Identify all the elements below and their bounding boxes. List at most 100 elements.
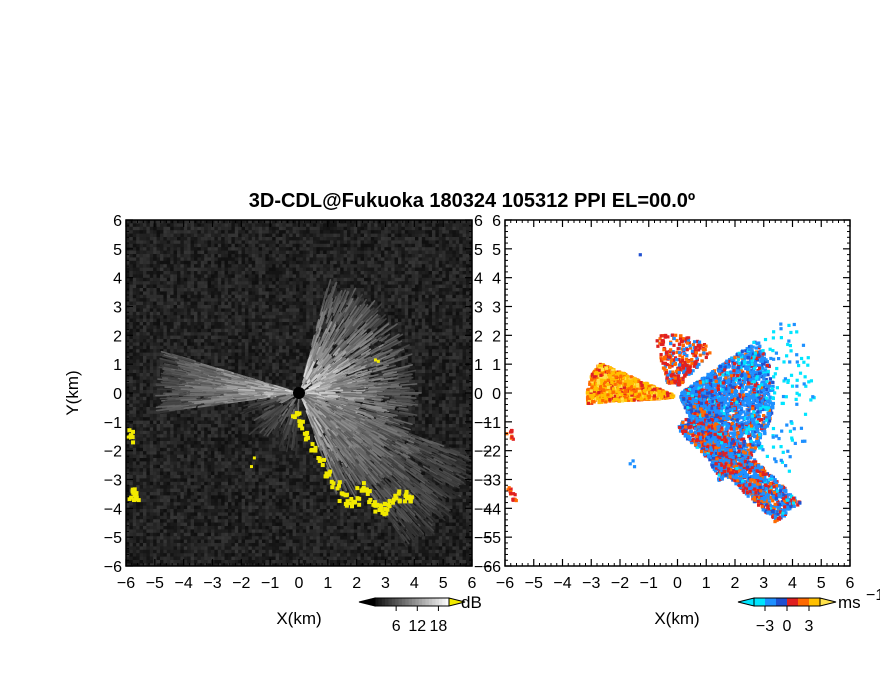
noise-pixel xyxy=(241,223,246,227)
noise-pixel xyxy=(374,243,378,248)
noise-pixel xyxy=(214,288,218,292)
noise-pixel xyxy=(387,281,392,285)
noise-pixel xyxy=(136,247,140,251)
noise-pixel xyxy=(214,291,218,295)
noise-pixel xyxy=(462,356,467,360)
noise-pixel xyxy=(132,322,137,326)
noise-pixel xyxy=(398,298,402,302)
noise-pixel xyxy=(149,223,154,227)
noise-pixel xyxy=(279,250,283,255)
noise-pixel xyxy=(132,352,137,357)
noise-pixel xyxy=(177,267,181,272)
noise-pixel xyxy=(296,373,300,377)
noise-pixel xyxy=(228,352,232,357)
noise-pixel xyxy=(313,237,317,241)
noise-pixel xyxy=(435,311,439,316)
noise-pixel xyxy=(268,376,273,380)
noise-pixel xyxy=(432,325,436,329)
noise-pixel xyxy=(391,260,395,265)
noise-pixel xyxy=(292,230,297,234)
noise-pixel xyxy=(462,373,467,377)
noise-pixel xyxy=(404,237,409,241)
noise-pixel xyxy=(139,339,144,343)
noise-pixel xyxy=(428,220,433,224)
noise-pixel xyxy=(319,254,324,258)
noise-pixel xyxy=(381,294,385,299)
noise-pixel xyxy=(289,301,293,306)
noise-pixel xyxy=(452,311,456,316)
noise-pixel xyxy=(459,342,463,346)
noise-pixel xyxy=(449,318,453,323)
noise-pixel xyxy=(183,291,188,295)
noise-pixel xyxy=(411,345,416,350)
noise-pixel xyxy=(224,325,229,329)
noise-pixel xyxy=(139,311,144,316)
noise-pixel xyxy=(299,294,303,299)
noise-pixel xyxy=(153,254,157,258)
noise-pixel xyxy=(245,264,249,268)
noise-pixel xyxy=(466,373,470,377)
noise-pixel xyxy=(211,318,215,323)
noise-pixel xyxy=(163,260,167,265)
noise-pixel xyxy=(398,237,402,241)
noise-pixel xyxy=(404,362,409,367)
noise-pixel xyxy=(306,281,310,285)
noise-pixel xyxy=(343,260,348,265)
noise-pixel xyxy=(367,335,371,340)
noise-pixel xyxy=(391,311,395,316)
noise-pixel xyxy=(370,288,375,292)
noise-pixel xyxy=(394,318,399,323)
noise-pixel xyxy=(374,233,378,238)
noise-pixel xyxy=(241,257,246,261)
noise-pixel xyxy=(129,352,133,357)
noise-pixel xyxy=(438,318,443,323)
noise-pixel xyxy=(180,223,184,227)
noise-pixel xyxy=(251,376,256,380)
noise-pixel xyxy=(455,373,460,377)
noise-pixel xyxy=(258,339,263,343)
noise-pixel xyxy=(197,288,201,292)
noise-pixel xyxy=(190,284,195,289)
noise-pixel xyxy=(313,366,317,370)
noise-pixel xyxy=(126,220,130,224)
noise-pixel xyxy=(139,288,144,292)
noise-pixel xyxy=(214,298,218,302)
noise-pixel xyxy=(136,345,140,350)
noise-pixel xyxy=(129,373,133,377)
noise-pixel xyxy=(255,311,259,316)
noise-pixel xyxy=(129,233,133,238)
noise-pixel xyxy=(374,298,378,302)
noise-pixel xyxy=(204,291,208,295)
noise-pixel xyxy=(350,233,354,238)
noise-pixel xyxy=(136,291,140,295)
noise-pixel xyxy=(241,318,246,323)
noise-pixel xyxy=(316,277,320,282)
noise-pixel xyxy=(173,305,178,309)
noise-pixel xyxy=(459,383,463,387)
noise-pixel xyxy=(248,352,252,357)
noise-pixel xyxy=(411,271,416,275)
noise-pixel xyxy=(455,376,460,380)
noise-pixel xyxy=(132,383,137,387)
noise-pixel xyxy=(231,322,235,326)
noise-pixel xyxy=(228,226,232,231)
noise-pixel xyxy=(404,305,409,309)
noise-pixel xyxy=(398,260,402,265)
noise-pixel xyxy=(163,325,167,329)
noise-pixel xyxy=(309,284,314,289)
noise-pixel xyxy=(299,230,303,234)
noise-pixel xyxy=(245,298,249,302)
noise-pixel xyxy=(207,335,212,340)
noise-pixel xyxy=(285,332,290,336)
noise-pixel xyxy=(425,277,429,282)
noise-pixel xyxy=(421,308,426,312)
noise-pixel xyxy=(336,260,341,265)
noise-pixel xyxy=(384,254,388,258)
noise-pixel xyxy=(194,243,198,248)
noise-pixel xyxy=(350,226,354,231)
noise-pixel xyxy=(190,308,195,312)
noise-pixel xyxy=(143,291,147,295)
noise-pixel xyxy=(163,233,167,238)
noise-pixel xyxy=(469,373,472,377)
noise-pixel xyxy=(411,237,416,241)
